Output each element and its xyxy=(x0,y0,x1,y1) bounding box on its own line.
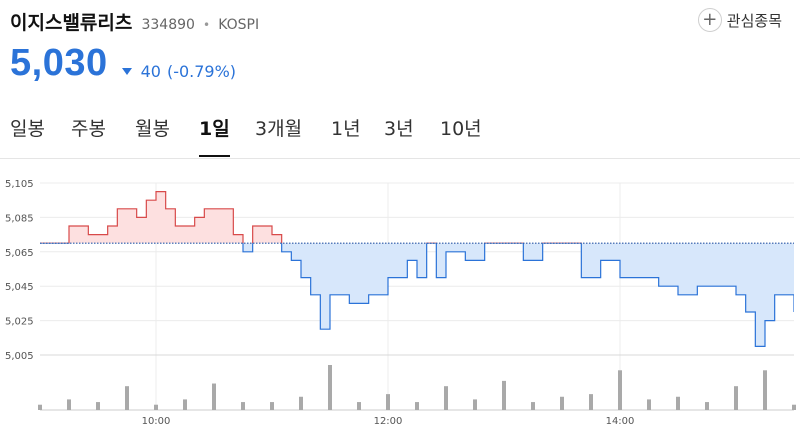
volume-bar xyxy=(618,370,622,410)
volume-bar xyxy=(734,386,738,410)
tab-10year[interactable]: 10년 xyxy=(440,118,482,140)
y-tick-label: 5,005 xyxy=(5,351,34,362)
volume-bar xyxy=(763,370,767,410)
volume-bar xyxy=(67,399,71,410)
volume-bar xyxy=(38,404,42,410)
volume-bar xyxy=(328,365,332,410)
tab-monthly[interactable]: 월봉 xyxy=(135,118,170,140)
separator-dot: • xyxy=(203,18,211,32)
price-change: 40 (-0.79%) xyxy=(121,62,237,81)
price-line-up xyxy=(40,191,582,244)
watchlist-label: 관심종목 xyxy=(726,11,782,30)
change-percent: (-0.79%) xyxy=(166,62,237,81)
volume-bar xyxy=(473,399,477,410)
tab-3month[interactable]: 3개월 xyxy=(255,118,303,140)
tab-weekly[interactable]: 주봉 xyxy=(71,118,106,140)
price-line-down xyxy=(40,243,794,347)
volume-bar xyxy=(299,396,303,410)
volume-bar xyxy=(241,402,245,410)
volume-bar xyxy=(357,402,361,410)
area-above-reference xyxy=(69,191,282,244)
volume-bar xyxy=(792,404,796,410)
volume-bar xyxy=(502,380,506,410)
volume-bar xyxy=(386,394,390,410)
tab-1day[interactable]: 1일 xyxy=(199,114,230,157)
stock-code: 334890 xyxy=(141,17,195,33)
current-price: 5,030 xyxy=(10,42,108,84)
volume-bar xyxy=(96,402,100,410)
plus-icon: + xyxy=(697,8,722,32)
volume-bar xyxy=(444,386,448,410)
volume-bar xyxy=(415,402,419,410)
add-watchlist-button[interactable]: + 관심종목 xyxy=(697,8,782,32)
tab-daily[interactable]: 일봉 xyxy=(10,118,45,140)
volume-bar xyxy=(212,383,216,410)
x-tick-label: 12:00 xyxy=(374,416,403,427)
area-below-reference xyxy=(40,243,794,347)
market-name: KOSPI xyxy=(218,17,260,33)
volume-bar xyxy=(125,386,129,410)
volume-bar xyxy=(270,402,274,410)
y-tick-label: 5,065 xyxy=(5,248,34,259)
price-row: 5,030 40 (-0.79%) xyxy=(10,42,236,90)
volume-bar xyxy=(647,399,651,410)
stock-name: 이지스밸류리츠 xyxy=(10,12,133,34)
volume-bar xyxy=(154,404,158,410)
volume-bar xyxy=(705,402,709,410)
y-tick-label: 5,105 xyxy=(5,179,34,190)
volume-bar xyxy=(560,396,564,410)
y-tick-label: 5,085 xyxy=(5,213,34,224)
change-amount: 40 xyxy=(140,62,161,81)
x-tick-label: 10:00 xyxy=(142,416,171,427)
down-triangle-icon xyxy=(121,68,132,75)
x-tick-label: 14:00 xyxy=(606,416,635,427)
volume-bar xyxy=(676,396,680,410)
volume-bar xyxy=(183,399,187,410)
y-tick-label: 5,025 xyxy=(5,317,34,328)
volume-bar xyxy=(589,394,593,410)
tab-1year[interactable]: 1년 xyxy=(331,118,361,140)
period-tabs: 일봉 주봉 월봉 1일 3개월 1년 3년 10년 xyxy=(0,108,800,159)
tab-3year[interactable]: 3년 xyxy=(384,118,414,140)
stock-header: 이지스밸류리츠 334890 • KOSPI + 관심종목 xyxy=(10,8,790,38)
y-tick-label: 5,045 xyxy=(5,282,34,293)
volume-bar xyxy=(531,402,535,410)
